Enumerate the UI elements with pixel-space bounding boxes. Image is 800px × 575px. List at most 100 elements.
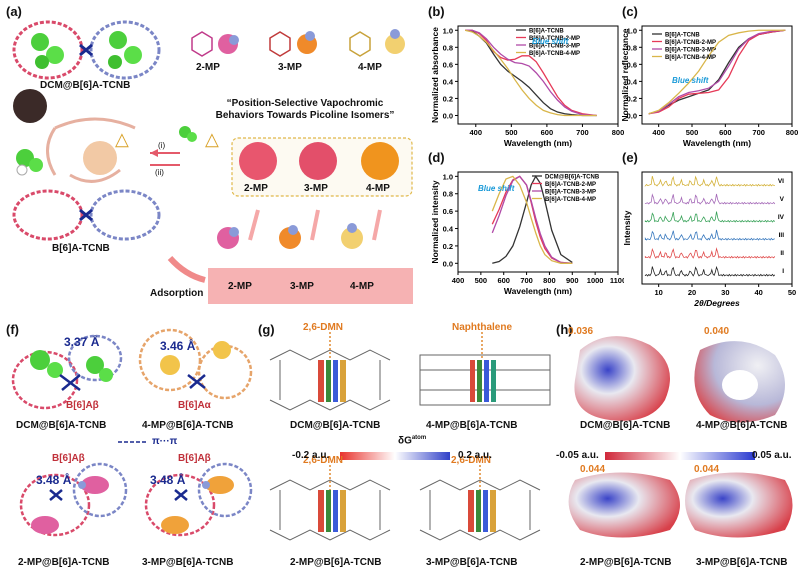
- value-h3: 0.044: [580, 464, 606, 475]
- x-tick-label: 50: [788, 288, 796, 297]
- esp-h4: [685, 472, 793, 538]
- panel-g-graphic: [269, 332, 551, 541]
- y-tick-label: 0.6: [443, 207, 453, 216]
- legend-label-1: B[6]A-TCNB-2-MP: [529, 36, 580, 42]
- legend-label-2: B[6]A-TCNB-3-MP: [545, 190, 596, 196]
- svg-text:△: △: [115, 129, 129, 149]
- xrd-label-V: V: [780, 196, 785, 203]
- xrd-pattern-III: [644, 229, 775, 241]
- y-tick-label: 0.0: [443, 259, 453, 268]
- isomer-3mp-icon: [269, 31, 317, 57]
- x-tick-label: 400: [452, 276, 465, 285]
- x-axis-label: Wavelength (nm): [504, 138, 572, 148]
- tag-g4: 2,6-DMN: [451, 455, 492, 466]
- panel-b-note: Blue shift: [532, 37, 569, 46]
- x-tick-label: 800: [543, 276, 556, 285]
- series-line-1: [465, 29, 597, 117]
- scale-max-h: 0.05 a.u.: [752, 450, 792, 461]
- plot-frame: [641, 25, 793, 125]
- x-axis-label: 2θ/Degrees: [693, 298, 740, 308]
- y-tick-label: 1.0: [627, 26, 637, 35]
- powder-label-3mp: 3-MP: [304, 183, 328, 194]
- x-axis-label: Wavelength (nm): [504, 286, 572, 296]
- adsorption-bar: [208, 268, 413, 304]
- bar-label-4mp: 4-MP: [350, 281, 374, 292]
- y-tick-label: 1.0: [443, 172, 453, 181]
- y-tick-label: 0.8: [627, 43, 637, 52]
- complex-label-top: DCM@B[6]A-TCNB: [40, 80, 131, 91]
- bar-label-3mp: 3-MP: [290, 281, 314, 292]
- x-tick-label: 700: [752, 128, 765, 137]
- powder-2mp: [239, 142, 277, 180]
- panel-h-label: (h): [556, 322, 573, 337]
- legend-label-1: B[6]A-TCNB-2-MP: [665, 40, 716, 46]
- panel-d-note: Blue shift: [478, 184, 515, 193]
- series-line-3: [464, 29, 597, 117]
- dist-f1: 3.37 Å: [64, 335, 100, 349]
- svg-text:△: △: [205, 129, 219, 149]
- caption-g2: 4-MP@B[6]A-TCNB: [426, 420, 518, 431]
- y-tick-label: 0.2: [443, 242, 453, 251]
- legend-label-0: B[6]A-TCNB: [665, 33, 700, 39]
- y-tick-label: 1.0: [443, 26, 453, 35]
- legend-label-3: B[6]A-TCNB-4-MP: [545, 197, 596, 203]
- legend-label-1: B[6]A-TCNB-2-MP: [545, 182, 596, 188]
- tag-g3: 2,6-DMN: [303, 455, 344, 466]
- legend-label-2: B[6]A-TCNB-3-MP: [529, 44, 580, 50]
- step-ii: (ii): [155, 168, 164, 177]
- xrd-pattern-II: [644, 247, 776, 259]
- xrd-label-VI: VI: [778, 178, 784, 185]
- panel-c-label: (c): [622, 4, 638, 19]
- x-tick-label: 1000: [587, 276, 604, 285]
- chart-c: 400 500 600 700 800 0.0 0.2 0.4 0.6 0.8 1.0 Wavelen…: [620, 25, 798, 148]
- isomer-label-4mp: 4-MP: [358, 62, 382, 73]
- y-tick-label: 0.4: [627, 77, 638, 86]
- y-tick-label: 0.6: [443, 60, 453, 69]
- esp-h3: [568, 472, 680, 538]
- tag-g2: Naphthalene: [452, 322, 513, 333]
- scale-bar-g: [340, 452, 450, 460]
- y-tick-label: 0.2: [627, 94, 637, 103]
- y-axis-label: Intensity: [622, 210, 632, 245]
- x-tick-label: 500: [686, 128, 699, 137]
- host-f1: B[6]Aβ: [66, 400, 99, 411]
- legend-label-2: B[6]A-TCNB-3-MP: [665, 48, 716, 54]
- isomer-4mp-icon: [349, 29, 405, 57]
- y-tick-label: 0.0: [627, 111, 637, 120]
- powder-3mp: [299, 142, 337, 180]
- value-h2: 0.040: [704, 326, 730, 337]
- x-tick-label: 500: [505, 128, 518, 137]
- powder-4mp: [361, 142, 399, 180]
- beige-powder: [83, 141, 117, 175]
- y-tick-label: 0.4: [443, 225, 454, 234]
- series-line-2: [648, 29, 786, 115]
- panel-h-graphic: [568, 336, 793, 538]
- panel-f-graphic: [11, 328, 253, 537]
- x-tick-label: 600: [497, 276, 510, 285]
- dist-f2: 3.46 Å: [160, 339, 196, 353]
- legend-label-0: DCM@B[6]A-TCNB: [545, 175, 600, 181]
- y-tick-label: 0.6: [627, 60, 637, 69]
- caption-h2: 4-MP@B[6]A-TCNB: [696, 420, 788, 431]
- panel-c-note: Blue shift: [672, 76, 709, 85]
- x-tick-label: 600: [719, 128, 732, 137]
- panel-e-label: (e): [622, 150, 638, 165]
- powder-label-2mp: 2-MP: [244, 183, 268, 194]
- panel-b-label: (b): [428, 4, 445, 19]
- xrd-label-I: I: [782, 268, 784, 275]
- caption-f4: 3-MP@B[6]A-TCNB: [142, 557, 234, 568]
- x-tick-label: 20: [688, 288, 696, 297]
- black-powder: [13, 89, 47, 123]
- dist-f4: 3.48 Å: [150, 473, 186, 487]
- caption-f1: DCM@B[6]A-TCNB: [16, 420, 107, 431]
- xrd-pattern-VI: [644, 175, 775, 188]
- legend-label-3: B[6]A-TCNB-4-MP: [529, 51, 580, 57]
- x-tick-label: 40: [754, 288, 762, 297]
- y-axis-label: Normalized reflectance: [620, 28, 630, 121]
- adsorption-label: Adsorption: [150, 288, 204, 299]
- pi-label: π···π: [152, 436, 178, 447]
- x-tick-label: 400: [470, 128, 483, 137]
- legend-label-0: B[6]A-TCNB: [529, 29, 564, 35]
